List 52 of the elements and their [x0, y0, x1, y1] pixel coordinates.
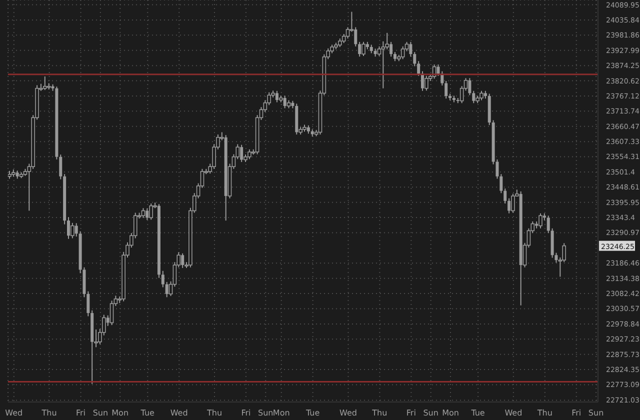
candlestick — [500, 174, 503, 194]
candlestick — [161, 270, 164, 288]
x-tick-label: Wed — [340, 408, 357, 418]
x-tick-label: Mon — [112, 408, 129, 418]
x-tick-label: Wed — [5, 408, 23, 418]
x-tick-label: Sun — [423, 408, 438, 418]
candlestick — [283, 95, 286, 109]
x-tick-label: Fri — [241, 408, 251, 418]
x-tick-label: Sun — [588, 408, 604, 418]
candlestick — [504, 188, 507, 204]
candlestick — [424, 75, 428, 92]
x-tick-label: Wed — [170, 408, 188, 418]
candlestick — [149, 203, 153, 220]
candlestick — [472, 90, 476, 104]
candlestick — [74, 222, 78, 238]
x-tick-label: Thu — [40, 408, 57, 418]
candlestick — [43, 76, 47, 91]
x-tick-label: Fri — [76, 408, 86, 418]
candlestick — [400, 46, 405, 60]
candlestick — [362, 41, 366, 57]
candlestick — [409, 41, 412, 58]
x-tick-label: Mon — [442, 408, 459, 418]
x-tick-label: Thu — [371, 408, 388, 418]
candlestick — [480, 90, 484, 101]
candlestick — [146, 208, 149, 220]
candlestick — [141, 208, 146, 218]
candlestick — [538, 212, 542, 229]
candlestick — [358, 41, 362, 58]
candlestick — [417, 60, 420, 76]
x-tick-label: Thu — [206, 408, 222, 418]
x-tick-label: Wed — [504, 408, 522, 418]
candlestick — [436, 64, 440, 76]
candlestick — [165, 281, 168, 298]
candlestick — [508, 198, 511, 214]
x-tick-label: Fri — [572, 408, 582, 418]
candlestick — [248, 148, 252, 160]
candlestick — [354, 26, 358, 47]
x-tick-label: Tue — [470, 408, 485, 418]
x-tick-label: Tue — [140, 408, 155, 418]
candlestick — [413, 52, 416, 67]
x-tick-label: Sun — [92, 408, 108, 418]
candlestick — [444, 80, 448, 100]
candlestick — [468, 78, 472, 96]
x-tick-label: Mon — [272, 408, 290, 418]
x-tick-label: Sun — [258, 408, 274, 418]
candlestick — [546, 215, 550, 234]
candlestick — [86, 290, 90, 317]
candlestick — [511, 193, 515, 214]
x-tick-label: Thu — [536, 408, 552, 418]
x-tick-label: Tue — [304, 408, 320, 418]
x-tick-label: Fri — [406, 408, 416, 418]
candlestick — [59, 154, 62, 180]
